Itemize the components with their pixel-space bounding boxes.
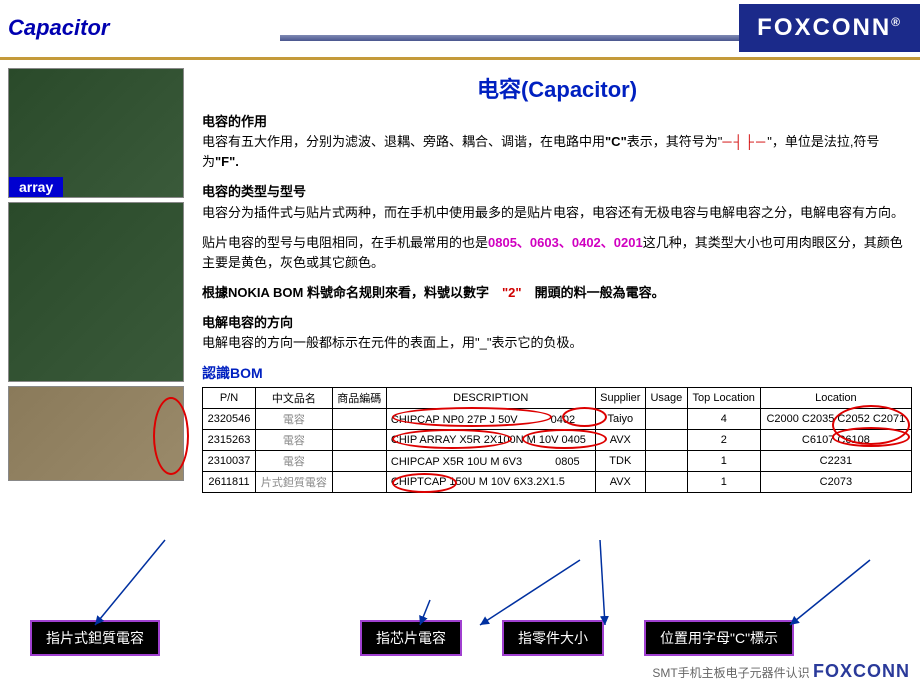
main-title: 电容(Capacitor) bbox=[202, 72, 912, 104]
pcb-image-3 bbox=[8, 386, 184, 481]
bom-cell: CHIPCAP X5R 10U M 6V3 0805 bbox=[386, 451, 595, 472]
bom-table-wrap: P/N中文品名商品編碼DESCRIPTIONSupplierUsageTop L… bbox=[202, 387, 912, 493]
bom-col: P/N bbox=[203, 388, 256, 409]
logo-r: ® bbox=[891, 15, 902, 29]
foxconn-logo: FOXCONN® bbox=[739, 4, 920, 52]
header-bar bbox=[280, 35, 739, 41]
para-1: 电容的作用 电容有五大作用，分别为滤波、退耦、旁路、耦合、调谐，在电路中用"C"… bbox=[202, 112, 912, 172]
bom-cell: AVX bbox=[595, 472, 645, 493]
p2a: 电容分为插件式与贴片式两种，而在手机中使用最多的是贴片电容，电容还有无极电容与电… bbox=[202, 205, 904, 220]
bom-col: DESCRIPTION bbox=[386, 388, 595, 409]
bom-col: Top Location bbox=[687, 388, 760, 409]
p4b: 開頭的料一般為電容。 bbox=[535, 285, 665, 300]
bom-cell: 2 bbox=[687, 430, 760, 451]
bom-col: Supplier bbox=[595, 388, 645, 409]
para-4: 根據NOKIA BOM 料號命名规則來看，料號以數字 "2" 開頭的料一般為電容… bbox=[202, 283, 912, 303]
bom-cell: TDK bbox=[595, 451, 645, 472]
slide-title: Capacitor bbox=[0, 15, 280, 41]
cap-symbol: ─┤├─ bbox=[722, 134, 767, 149]
bom-cell: AVX bbox=[595, 430, 645, 451]
p4-2: "2" bbox=[502, 285, 522, 300]
bom-cell: 電容 bbox=[256, 409, 333, 430]
bom-cell: Taiyo bbox=[595, 409, 645, 430]
p1a: 电容有五大作用，分别为滤波、退耦、旁路、耦合、调谐，在电路中用 bbox=[202, 134, 605, 149]
bom-col: 中文品名 bbox=[256, 388, 333, 409]
p1b: 表示，其符号为" bbox=[627, 134, 723, 149]
table-row: 2320546電容 CHIPCAP NP0 27P J 50V 0402Taiyo… bbox=[203, 409, 912, 430]
label-location: 位置用字母"C"標示 bbox=[644, 620, 794, 656]
bom-cell: 1 bbox=[687, 472, 760, 493]
p1c: "C" bbox=[605, 134, 627, 149]
bom-cell: C2231 bbox=[760, 451, 911, 472]
bottom-labels: 指片式鉭質電容 指芯片電容 指零件大小 位置用字母"C"標示 bbox=[0, 620, 920, 656]
bom-col: Location bbox=[760, 388, 911, 409]
logo-text: FOXCONN bbox=[757, 14, 891, 41]
table-row: 2611811片式鉭質電容 CHIPTCAP 150U M 10V 6X3.2X1… bbox=[203, 472, 912, 493]
bom-table: P/N中文品名商品編碼DESCRIPTIONSupplierUsageTop L… bbox=[202, 387, 912, 493]
p1f: "F". bbox=[215, 154, 239, 169]
p2-heading: 电容的类型与型号 bbox=[202, 184, 306, 199]
bom-cell: 2310037 bbox=[203, 451, 256, 472]
pcb-image-2 bbox=[8, 202, 184, 382]
pcb-image-1: array bbox=[8, 68, 184, 198]
bom-col: Usage bbox=[646, 388, 688, 409]
p5a: 电解电容的方向一般都标示在元件的表面上，用"_"表示它的负极。 bbox=[202, 335, 582, 350]
footer: SMT手机主板电子元器件认识 FOXCONN bbox=[652, 661, 910, 682]
bom-cell: C2073 bbox=[760, 472, 911, 493]
bom-cell bbox=[332, 451, 386, 472]
red-circle-left bbox=[153, 397, 189, 475]
footer-text: SMT手机主板电子元器件认识 bbox=[652, 666, 809, 680]
label-chip: 指芯片電容 bbox=[360, 620, 462, 656]
bom-cell: 2315263 bbox=[203, 430, 256, 451]
label-size: 指零件大小 bbox=[502, 620, 604, 656]
left-images: array bbox=[0, 68, 186, 493]
content-area: 电容(Capacitor) 电容的作用 电容有五大作用，分别为滤波、退耦、旁路、… bbox=[186, 68, 920, 493]
para-5: 电解电容的方向 电解电容的方向一般都标示在元件的表面上，用"_"表示它的负极。 bbox=[202, 313, 912, 353]
bom-cell: 4 bbox=[687, 409, 760, 430]
bom-cell bbox=[332, 409, 386, 430]
p3-sizes: 0805、0603、0402、0201 bbox=[488, 235, 643, 250]
bom-cell: CHIP ARRAY X5R 2X100N M 10V 0405 bbox=[386, 430, 595, 451]
para-3: 贴片电容的型号与电阻相同，在手机最常用的也是0805、0603、0402、020… bbox=[202, 233, 912, 273]
bom-cell: CHIPTCAP 150U M 10V 6X3.2X1.5 bbox=[386, 472, 595, 493]
bom-heading: 認識BOM bbox=[202, 363, 912, 383]
bom-cell: 電容 bbox=[256, 430, 333, 451]
bom-col: 商品編碼 bbox=[332, 388, 386, 409]
label-tantalum: 指片式鉭質電容 bbox=[30, 620, 160, 656]
bom-cell bbox=[646, 472, 688, 493]
p5-heading: 电解电容的方向 bbox=[202, 315, 293, 330]
bom-cell: C6107 C6108 bbox=[760, 430, 911, 451]
array-label: array bbox=[9, 177, 63, 197]
bom-cell: 片式鉭質電容 bbox=[256, 472, 333, 493]
table-row: 2310037電容 CHIPCAP X5R 10U M 6V3 0805TDK 1C… bbox=[203, 451, 912, 472]
bom-cell bbox=[332, 472, 386, 493]
para-2: 电容的类型与型号 电容分为插件式与贴片式两种，而在手机中使用最多的是贴片电容，电… bbox=[202, 182, 912, 222]
bom-cell: 2320546 bbox=[203, 409, 256, 430]
bom-cell bbox=[332, 430, 386, 451]
bom-cell: C2000 C2035 C2052 C2071 bbox=[760, 409, 911, 430]
bom-cell bbox=[646, 430, 688, 451]
p1-heading: 电容的作用 bbox=[202, 114, 267, 129]
p4a: 根據NOKIA BOM 料號命名规則來看，料號以數字 bbox=[202, 285, 489, 300]
bom-cell: 1 bbox=[687, 451, 760, 472]
footer-fx: FOXCONN bbox=[813, 661, 910, 681]
bom-cell: 電容 bbox=[256, 451, 333, 472]
p3a: 贴片电容的型号与电阻相同，在手机最常用的也是 bbox=[202, 235, 488, 250]
bom-cell: CHIPCAP NP0 27P J 50V 0402 bbox=[386, 409, 595, 430]
bom-cell bbox=[646, 451, 688, 472]
bom-cell: 2611811 bbox=[203, 472, 256, 493]
bom-cell bbox=[646, 409, 688, 430]
table-row: 2315263電容 CHIP ARRAY X5R 2X100N M 10V 040… bbox=[203, 430, 912, 451]
